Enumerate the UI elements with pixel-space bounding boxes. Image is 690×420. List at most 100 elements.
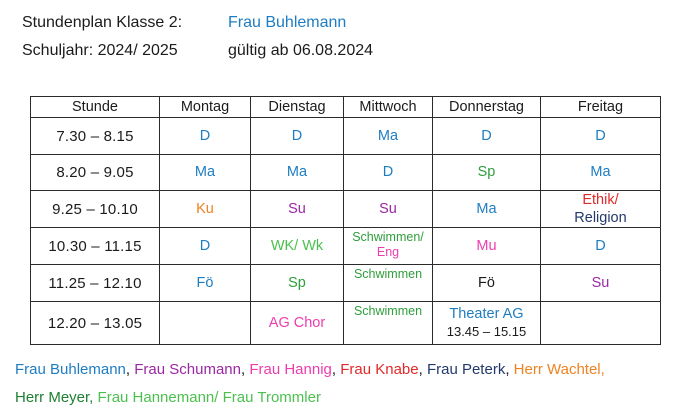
col-header-freitag: Freitag <box>540 96 661 118</box>
lesson-cell: D <box>159 117 251 155</box>
col-header-stunde: Stunde <box>30 96 160 118</box>
lesson-cell: Ma <box>159 154 251 191</box>
lesson-text: Religion <box>574 210 627 226</box>
teacher-legend-name: Herr Meyer, <box>15 389 94 406</box>
time-cell: 10.30 – 11.15 <box>30 227 160 265</box>
lesson-cell: D <box>432 117 541 155</box>
lesson-cell: Theater AG 13.45 – 15.15 <box>432 301 541 345</box>
lesson-cell: Sp <box>432 154 541 191</box>
lesson-cell: Schwimmen <box>343 264 433 302</box>
lesson-text: Schwimmen <box>353 304 423 318</box>
teacher-legend-name: Frau Peterk <box>426 361 506 378</box>
lesson-cell: Su <box>343 190 433 228</box>
lesson-cell: Ma <box>432 190 541 228</box>
lesson-text: Theater AG <box>449 306 524 322</box>
col-header-donnerstag: Donnerstag <box>432 96 541 118</box>
lesson-cell: Schwimmen <box>343 301 433 345</box>
teacher-legend-name: Frau Knabe <box>340 361 419 378</box>
time-cell: 12.20 – 13.05 <box>30 301 160 345</box>
lesson-text: Fö <box>196 274 214 291</box>
lesson-cell: Ma <box>250 154 344 191</box>
lesson-text: Ma <box>286 164 308 180</box>
teacher-legend-name: , <box>418 361 427 378</box>
lesson-cell: Su <box>540 264 661 302</box>
timetable-header-row: Stunde Montag Dienstag Mittwoch Donnerst… <box>30 96 661 118</box>
header-line-1: Stundenplan Klasse 2: Frau Buhlemann <box>22 9 690 37</box>
page-title: Stundenplan Klasse 2: <box>22 14 183 31</box>
table-row: 7.30 – 8.15 D D Ma D D <box>30 117 661 155</box>
lesson-text: Sp <box>288 274 306 291</box>
col-header-dienstag: Dienstag <box>250 96 344 118</box>
teacher-legend-name: Frau Buhlemann <box>15 361 126 378</box>
lesson-text: Ethik/ <box>582 192 619 208</box>
lesson-cell: D <box>159 227 251 265</box>
time-cell: 7.30 – 8.15 <box>30 117 160 155</box>
lesson-text: D <box>291 127 303 144</box>
lesson-text: Su <box>379 200 397 217</box>
school-year: Schuljahr: 2024/ 2025 <box>22 42 178 59</box>
lesson-text: Sp <box>477 164 496 180</box>
lesson-cell: Fö <box>432 264 541 302</box>
lesson-text: Ma <box>590 164 611 180</box>
lesson-cell: Sp <box>250 264 344 302</box>
lesson-text: D <box>481 127 492 144</box>
col-header-mittwoch: Mittwoch <box>343 96 433 118</box>
lesson-cell: Ma <box>343 117 433 155</box>
lesson-cell: Su <box>250 190 344 228</box>
lesson-cell: Mu <box>432 227 541 265</box>
lesson-text: Ma <box>377 127 399 144</box>
table-row: 12.20 – 13.05 AG Chor Schwimmen Theater AG 1… <box>30 301 661 345</box>
lesson-text: Mu <box>476 237 497 254</box>
lesson-text: Schwimmen/ <box>352 230 424 244</box>
lesson-cell: Fö <box>159 264 251 302</box>
header-line-2: Schuljahr: 2024/ 2025 gültig ab 06.08.20… <box>22 37 690 65</box>
lesson-text: D <box>595 237 606 254</box>
time-cell: 9.25 – 10.10 <box>30 190 160 228</box>
lesson-cell <box>540 301 661 345</box>
lesson-cell: D <box>540 117 661 155</box>
lesson-text: Eng <box>376 245 400 259</box>
lesson-cell <box>159 301 251 345</box>
lesson-cell: Ethik/Religion <box>540 190 661 228</box>
lesson-text: Fö <box>478 274 495 291</box>
teacher-legend-name: , <box>240 361 250 378</box>
lesson-text: D <box>382 164 394 180</box>
teacher-legend: Frau Buhlemann, Frau Schumann, Frau Hann… <box>15 356 690 412</box>
teacher-legend-name: , <box>505 361 514 378</box>
teacher-legend-name: Herr Wachtel, <box>513 361 605 378</box>
time-cell: 11.25 – 12.10 <box>30 264 160 302</box>
teacher-legend-name: Frau Hannemann/ Frau Trommler <box>97 389 321 406</box>
table-row: 9.25 – 10.10 Ku Su Su Ma Ethik/Religion <box>30 190 661 228</box>
lesson-cell: AG Chor <box>250 301 344 345</box>
lesson-text: Ku <box>196 200 214 217</box>
lesson-cell: Ku <box>159 190 251 228</box>
lesson-text: AG Chor <box>268 314 326 331</box>
teacher-legend-name: Frau Schumann <box>134 361 241 378</box>
teacher-legend-line: Herr Meyer, Frau Hannemann/ Frau Trommle… <box>15 384 690 412</box>
lesson-cell: Ma <box>540 154 661 191</box>
lesson-text: Su <box>591 274 610 291</box>
teacher-legend-name: , <box>125 361 135 378</box>
teacher-name: Frau Buhlemann <box>228 14 347 31</box>
lesson-cell: D <box>343 154 433 191</box>
teacher-legend-name: , <box>331 361 341 378</box>
lesson-cell: D <box>250 117 344 155</box>
lesson-text: D <box>199 127 211 144</box>
lesson-text: Ma <box>476 200 497 217</box>
teacher-legend-line: Frau Buhlemann, Frau Schumann, Frau Hann… <box>15 356 690 384</box>
lesson-text: D <box>199 237 211 254</box>
lesson-cell: WK/ Wk <box>250 227 344 265</box>
timetable: Stunde Montag Dienstag Mittwoch Donnerst… <box>30 96 661 345</box>
lesson-text: 13.45 – 15.15 <box>446 324 527 339</box>
teacher-legend-name: Frau Hannig <box>249 361 332 378</box>
lesson-text: Schwimmen <box>353 267 423 281</box>
lesson-text: WK/ Wk <box>270 237 324 254</box>
table-row: 8.20 – 9.05 Ma Ma D Sp Ma <box>30 154 661 191</box>
page-header: Stundenplan Klasse 2: Frau Buhlemann Sch… <box>0 0 690 65</box>
lesson-cell: Schwimmen/Eng <box>343 227 433 265</box>
col-header-montag: Montag <box>159 96 251 118</box>
lesson-text: Su <box>288 200 306 217</box>
time-cell: 8.20 – 9.05 <box>30 154 160 191</box>
lesson-text: D <box>595 127 606 144</box>
